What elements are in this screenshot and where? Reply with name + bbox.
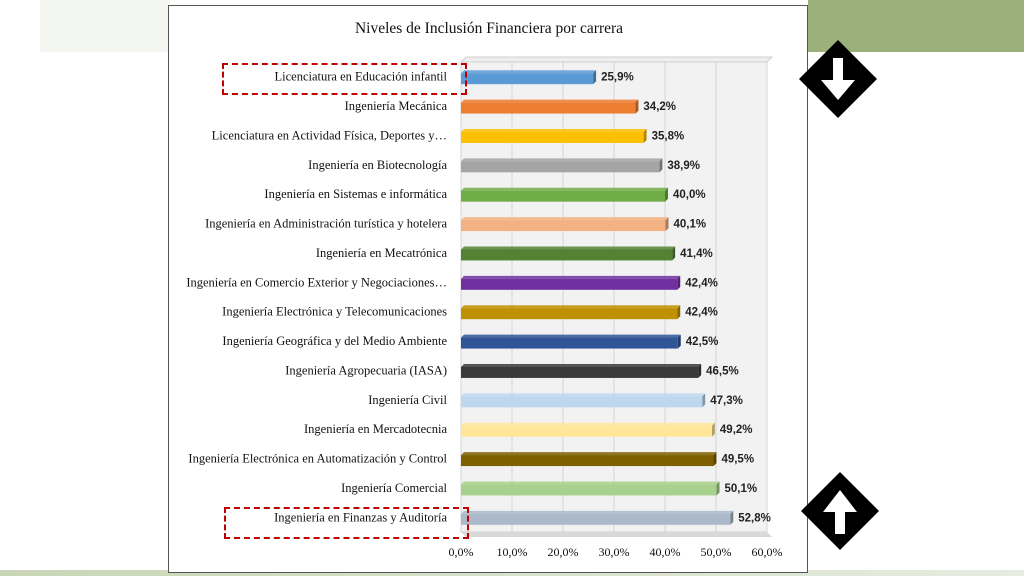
data-label: 47,3% xyxy=(710,395,743,407)
bar-side-face xyxy=(730,510,734,525)
chart-frame: Niveles de Inclusión Financiera por carr… xyxy=(168,5,808,573)
x-tick-label: 20,0% xyxy=(548,545,579,559)
bar-side-face xyxy=(716,481,720,496)
data-label: 34,2% xyxy=(643,101,676,113)
bar xyxy=(461,396,703,408)
bar-side-face xyxy=(635,99,639,114)
bar xyxy=(461,73,594,85)
data-label: 49,5% xyxy=(721,454,754,466)
data-label: 42,4% xyxy=(685,307,718,319)
plot-floor xyxy=(461,532,772,537)
bar-top-face xyxy=(461,70,597,74)
bar xyxy=(461,337,678,349)
bar-top-face xyxy=(461,452,717,456)
data-label: 42,4% xyxy=(685,277,718,289)
bar xyxy=(461,102,636,114)
category-label: Ingeniería Agropecuaria (IASA) xyxy=(285,363,447,377)
bar-side-face xyxy=(665,217,669,232)
bar-chart: 0,0% 10,0% 20,0% 30,0% 40,0% 50,0% 60,0% 25,9% L… xyxy=(186,56,783,559)
data-label: 42,5% xyxy=(686,336,719,348)
x-tick-label: 60,0% xyxy=(752,545,783,559)
bar-side-face xyxy=(677,305,681,320)
data-label: 41,4% xyxy=(680,248,713,260)
bar-top-face xyxy=(461,158,663,162)
x-tick-label: 10,0% xyxy=(497,545,528,559)
decorative-bottom-band xyxy=(0,570,1024,576)
bar xyxy=(461,455,714,467)
bar-side-face xyxy=(711,422,715,437)
bar-top-face xyxy=(461,99,639,103)
bar-side-face xyxy=(698,363,702,378)
bar-top-face xyxy=(461,393,706,397)
category-label: Ingeniería en Mecatrónica xyxy=(316,246,448,260)
bar-side-face xyxy=(713,452,717,467)
bar-top-face xyxy=(461,305,681,309)
data-label: 25,9% xyxy=(601,72,634,84)
x-tick-label: 50,0% xyxy=(701,545,732,559)
data-label: 49,2% xyxy=(720,424,753,436)
bar-top-face xyxy=(461,363,702,367)
bar-side-face xyxy=(593,70,597,85)
bar xyxy=(461,366,699,378)
bar-side-face xyxy=(677,275,681,290)
plot-top-wall xyxy=(459,56,774,63)
bar-top-face xyxy=(461,275,681,279)
bar xyxy=(461,278,678,290)
category-label: Ingeniería en Comercio Exterior y Negoci… xyxy=(186,275,447,289)
bar-side-face xyxy=(672,246,676,261)
data-label: 40,1% xyxy=(674,219,707,231)
chart-title: Niveles de Inclusión Financiera por carr… xyxy=(354,20,624,37)
x-tick-label: 30,0% xyxy=(599,545,630,559)
bar xyxy=(461,308,678,320)
highlight-box-highest xyxy=(224,507,469,539)
bar-side-face xyxy=(677,334,681,349)
bar-side-face xyxy=(702,393,706,408)
category-label: Ingeniería Electrónica en Automatización… xyxy=(188,452,447,466)
bar xyxy=(461,513,731,525)
decorative-green-band xyxy=(808,0,1024,52)
data-label: 40,0% xyxy=(673,189,706,201)
category-label: Licenciatura en Educación infantil xyxy=(275,70,448,84)
category-label: Ingeniería en Administración turística y… xyxy=(205,217,447,231)
category-label: Ingeniería Civil xyxy=(368,393,447,407)
category-label: Ingeniería en Finanzas y Auditoría xyxy=(274,510,447,524)
x-tick-label: 0,0% xyxy=(449,545,474,559)
bar xyxy=(461,220,666,232)
bar-top-face xyxy=(461,187,668,191)
bar-side-face xyxy=(659,158,663,173)
bar xyxy=(461,249,673,261)
bar-side-face xyxy=(643,128,647,143)
category-label: Ingeniería Electrónica y Telecomunicacio… xyxy=(222,305,447,319)
category-label: Ingeniería en Biotecnología xyxy=(308,158,447,172)
arrow-down-icon xyxy=(799,40,877,118)
data-label: 50,1% xyxy=(725,483,758,495)
bar-top-face xyxy=(461,510,734,514)
category-label: Ingeniería Comercial xyxy=(341,481,447,495)
category-label: Ingeniería en Sistemas e informática xyxy=(264,187,447,201)
bar-top-face xyxy=(461,481,720,485)
data-label: 46,5% xyxy=(706,365,739,377)
bar-top-face xyxy=(461,246,676,250)
bar xyxy=(461,190,665,202)
bar xyxy=(461,161,660,173)
highlight-box-lowest xyxy=(222,63,467,95)
bar-top-face xyxy=(461,128,647,132)
bar-top-face xyxy=(461,334,681,338)
data-label: 38,9% xyxy=(667,160,700,172)
category-label: Ingeniería Mecánica xyxy=(345,99,448,113)
x-tick-label: 40,0% xyxy=(650,545,681,559)
decorative-top-band xyxy=(40,0,170,52)
bar xyxy=(461,484,717,496)
bar xyxy=(461,425,712,437)
bar-top-face xyxy=(461,217,669,221)
arrow-up-icon xyxy=(801,472,879,550)
data-label: 52,8% xyxy=(738,512,771,524)
category-label: Licenciatura en Actividad Física, Deport… xyxy=(212,128,447,142)
bar-side-face xyxy=(665,187,668,202)
bar xyxy=(461,131,644,143)
category-label: Ingeniería Geográfica y del Medio Ambien… xyxy=(222,334,447,348)
data-label: 35,8% xyxy=(652,130,685,142)
bar-top-face xyxy=(461,422,715,426)
category-label: Ingeniería en Mercadotecnia xyxy=(304,422,447,436)
